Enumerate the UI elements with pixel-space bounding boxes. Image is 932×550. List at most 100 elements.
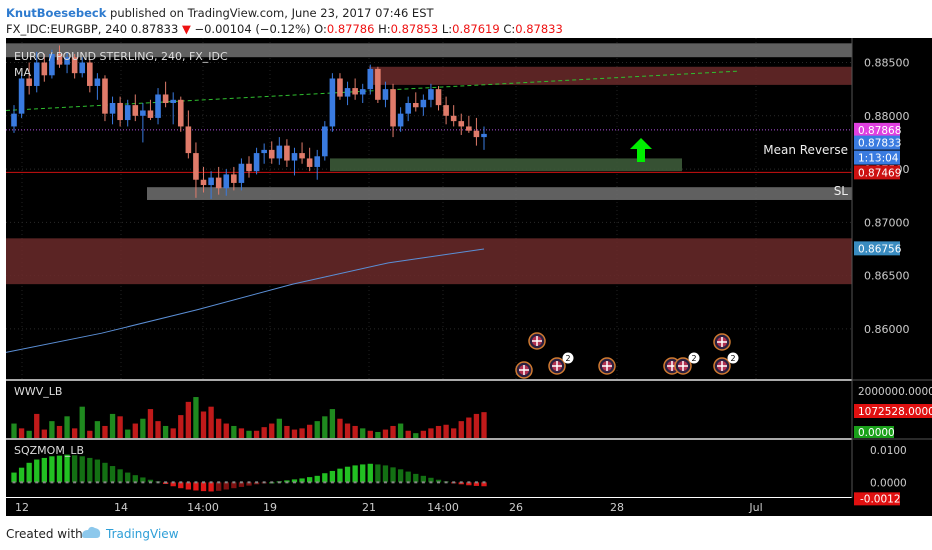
candle-body	[291, 153, 298, 161]
price-label-box	[854, 150, 900, 165]
time-tick-label: 14:00	[427, 501, 459, 514]
wwv-bar	[193, 397, 199, 438]
chart-canvas[interactable]: 0.885000.880000.875000.870000.865000.860…	[0, 38, 932, 516]
wwv-bar	[473, 413, 480, 438]
wwv-bar	[64, 416, 70, 438]
candle-body	[87, 62, 93, 86]
candle-body	[49, 53, 55, 76]
wwv-bar	[261, 427, 267, 438]
wwv-bar	[337, 418, 343, 438]
wwv-bar	[405, 430, 411, 438]
sqz-bar	[238, 482, 245, 487]
candle-body	[473, 130, 480, 138]
time-tick-label: 14:00	[187, 501, 219, 514]
wwv-bar	[291, 429, 298, 438]
candle-body	[170, 99, 176, 104]
sqz-bar	[132, 475, 138, 483]
time-tick-label: 28	[610, 501, 624, 514]
trend-line	[5, 70, 741, 111]
candle-body	[94, 78, 101, 86]
sqz-bar	[314, 475, 320, 483]
wwv-bar	[443, 424, 449, 438]
candle-body	[162, 94, 169, 104]
wwv-bar	[322, 416, 328, 438]
candle-body	[420, 99, 427, 108]
candle-body	[337, 78, 343, 97]
price-label-box	[854, 122, 900, 137]
sqz-bar	[413, 473, 419, 483]
candle-body	[177, 99, 184, 127]
candle-body	[390, 89, 396, 127]
sqz-bar	[299, 478, 305, 483]
wwv-bar	[238, 428, 245, 438]
chart-header: KnutBoesebeck published on TradingView.c…	[0, 0, 932, 38]
candle-body	[26, 78, 32, 86]
tradingview-brand[interactable]: TradingView	[106, 527, 179, 541]
time-tick-label: 21	[362, 501, 376, 514]
wwv-bar	[56, 425, 63, 438]
sqz-bar	[102, 462, 108, 483]
wwv-bar	[246, 430, 252, 438]
zone-rect	[6, 238, 852, 285]
candle-body	[306, 158, 313, 167]
wwv-bar	[223, 423, 229, 438]
price-tick-label: 0.87000	[864, 216, 910, 229]
wwv-bar	[132, 423, 138, 438]
wwv-bar	[253, 430, 260, 438]
wwv-bar	[299, 428, 305, 438]
wwv-bar	[390, 425, 396, 438]
sqz-bar	[147, 479, 154, 483]
sqz-bar	[200, 482, 207, 492]
wwv-bar	[49, 421, 55, 438]
wwv-title: WWV_LB	[14, 385, 62, 398]
sqz-bar	[397, 469, 404, 483]
wwv-bar	[413, 433, 419, 438]
candle-body	[238, 163, 245, 183]
price-label-text: 0.86756	[858, 243, 902, 255]
sqz-value: -0.0012	[860, 493, 901, 505]
sqz-bar	[231, 482, 237, 489]
candle-body	[215, 177, 222, 189]
wwv-bar	[284, 425, 290, 438]
price-label-box	[854, 241, 900, 256]
ohlc-line: FX_IDC:EURGBP, 240 0.87833 ▼ −0.00104 (−…	[6, 22, 563, 36]
sqz-bar	[329, 470, 336, 483]
candle-body	[200, 179, 207, 186]
created-with-text: Created with	[6, 527, 83, 541]
candle-body	[466, 126, 472, 131]
candle-body	[71, 57, 78, 74]
candle-body	[481, 133, 487, 138]
wwv-value-box	[854, 404, 932, 418]
sqz-bar	[49, 456, 55, 483]
sqz-bar	[337, 468, 343, 483]
sqz-bar	[170, 482, 176, 487]
wwv-bar	[102, 425, 108, 438]
candle-body	[299, 153, 305, 159]
low-value: 0.87619	[452, 22, 500, 36]
candle-body	[344, 88, 351, 97]
candle-body	[322, 126, 328, 157]
candle-body	[450, 115, 457, 122]
published-text: published on TradingView.com, June 23, 2…	[110, 6, 434, 20]
wwv-bar	[481, 412, 487, 438]
candle-body	[382, 89, 389, 100]
candle-body	[352, 88, 358, 95]
wwv-bar	[26, 430, 32, 438]
candle-body	[458, 121, 465, 127]
candle-body	[223, 174, 230, 189]
wwv-bar	[18, 428, 25, 438]
mean-reverse-label: Mean Reverse	[763, 143, 848, 157]
sqz-bar	[125, 472, 131, 483]
price-label-box	[854, 165, 900, 180]
sqz-bar	[435, 479, 442, 483]
up-arrow-icon	[630, 138, 652, 162]
wwv-bar	[178, 415, 184, 438]
wwv-bar	[125, 429, 131, 438]
moving-average-line	[5, 248, 485, 353]
zone-rect	[147, 187, 852, 200]
author-link[interactable]: KnutBoesebeck	[6, 6, 107, 20]
wwv-bar	[170, 428, 176, 438]
close-value: 0.87833	[515, 22, 563, 36]
candle-body	[412, 103, 419, 108]
sqz-bar	[94, 459, 101, 483]
